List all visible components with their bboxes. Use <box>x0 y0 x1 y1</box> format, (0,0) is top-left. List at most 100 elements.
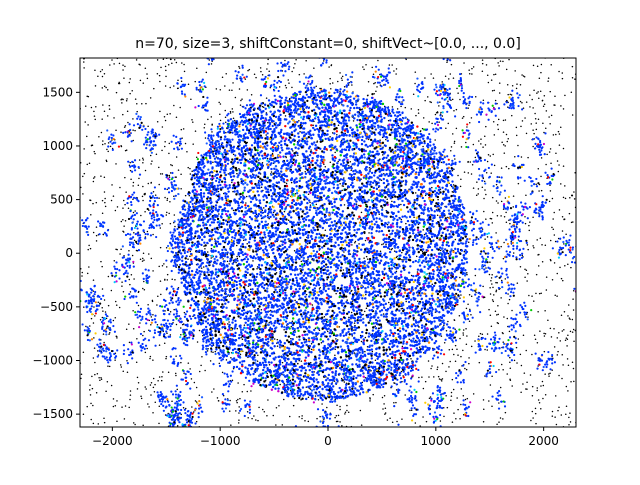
data-point-769 <box>468 104 470 107</box>
data-point-1148 <box>260 70 262 73</box>
data-point-213 <box>292 404 295 407</box>
data-point-41 <box>225 121 227 123</box>
data-point-4789 <box>350 268 354 272</box>
data-point-466 <box>561 377 563 380</box>
data-point-1619 <box>468 362 470 365</box>
data-point-1371 <box>204 369 206 372</box>
data-point-881 <box>441 362 444 365</box>
data-point-637 <box>553 211 555 214</box>
data-point-842 <box>226 260 229 263</box>
data-point-1869 <box>424 99 426 102</box>
data-point-1244 <box>326 330 329 333</box>
data-point-4868 <box>195 175 198 179</box>
data-point-941 <box>489 293 492 295</box>
data-point-580 <box>350 311 353 314</box>
data-point-2549 <box>543 95 546 97</box>
data-point-2136 <box>563 218 565 221</box>
data-point-1645 <box>194 80 196 83</box>
data-point-170 <box>142 82 144 84</box>
data-point-332 <box>107 275 110 278</box>
data-point-3731 <box>283 342 286 345</box>
data-point-2397 <box>92 180 95 183</box>
data-point-896 <box>248 222 251 225</box>
data-point-709 <box>100 376 102 379</box>
data-point-3316 <box>336 90 339 94</box>
data-point-2934 <box>449 183 453 187</box>
data-point-2555 <box>350 290 352 292</box>
data-point-393 <box>521 74 523 76</box>
data-point-32 <box>447 100 449 102</box>
data-point-1906 <box>217 228 219 231</box>
data-point-4327 <box>270 388 274 391</box>
data-point-4634 <box>339 332 342 336</box>
data-point-1028 <box>90 402 92 405</box>
data-point-916 <box>489 287 491 289</box>
data-point-3946 <box>352 375 355 378</box>
data-point-2490 <box>419 130 422 132</box>
data-point-1754 <box>335 420 338 423</box>
data-point-500 <box>454 344 457 347</box>
data-point-412 <box>419 425 421 427</box>
data-point-398 <box>414 82 416 85</box>
data-point-4480 <box>289 285 293 288</box>
data-point-1605 <box>395 73 397 75</box>
data-point-1934 <box>104 197 106 200</box>
data-point-2715 <box>339 204 343 207</box>
data-point-50 <box>129 283 131 286</box>
data-point-1297 <box>500 200 503 203</box>
data-point-4115 <box>295 223 298 226</box>
data-point-4195 <box>229 175 233 179</box>
data-point-1365 <box>471 73 473 75</box>
data-point-1666 <box>556 354 559 356</box>
data-point-1746 <box>139 322 141 324</box>
data-point-3266 <box>359 354 363 357</box>
data-point-1921 <box>349 160 352 163</box>
data-point-755 <box>285 206 287 208</box>
data-point-1946 <box>161 222 163 225</box>
data-point-473 <box>169 201 171 203</box>
data-point-3230 <box>261 361 265 365</box>
data-point-4180 <box>347 148 351 152</box>
data-point-3210 <box>216 240 220 244</box>
data-point-3112 <box>217 290 221 293</box>
data-point-851 <box>166 332 168 334</box>
data-point-1558 <box>87 124 89 126</box>
data-point-3357 <box>354 387 357 390</box>
data-point-772 <box>164 140 166 143</box>
data-point-242 <box>428 121 430 123</box>
data-point-63 <box>517 338 520 340</box>
data-point-4221 <box>239 316 242 320</box>
data-point-1710 <box>495 183 498 186</box>
data-point-118 <box>491 89 494 92</box>
data-point-306 <box>400 308 403 310</box>
data-point-1123 <box>151 160 153 162</box>
data-point-3099 <box>233 272 236 275</box>
data-point-3171 <box>349 139 352 142</box>
data-point-1366 <box>210 350 213 353</box>
data-point-1881 <box>474 156 477 159</box>
data-point-966 <box>99 379 101 381</box>
data-point-1490 <box>542 105 545 108</box>
data-point-296 <box>415 114 417 117</box>
data-point-736 <box>477 193 479 195</box>
data-point-23 <box>512 195 515 197</box>
data-point-1177 <box>462 115 465 118</box>
data-point-1341 <box>232 209 235 212</box>
data-point-2576 <box>152 377 155 380</box>
data-point-1041 <box>222 258 224 260</box>
data-point-665 <box>563 328 565 331</box>
data-point-2407 <box>266 372 268 375</box>
data-point-1396 <box>92 290 95 292</box>
data-point-858 <box>210 257 212 259</box>
data-point-1139 <box>459 337 461 340</box>
data-point-280 <box>567 334 569 337</box>
data-point-330 <box>384 412 387 414</box>
data-point-2134 <box>497 313 499 316</box>
data-point-2166 <box>450 146 453 148</box>
data-point-2137 <box>217 399 220 402</box>
data-point-139 <box>95 201 98 204</box>
data-point-817 <box>261 74 264 76</box>
data-point-533 <box>103 72 106 75</box>
data-point-339 <box>571 331 574 333</box>
data-point-3632 <box>300 263 304 266</box>
